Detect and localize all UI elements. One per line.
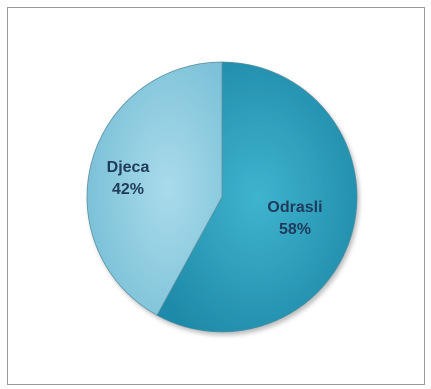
slice-label-name: Djeca [107,159,150,176]
slice-label-percent: 42% [112,181,144,198]
slice-label-percent: 58% [279,221,311,238]
slice-label-name: Odrasli [267,199,322,216]
